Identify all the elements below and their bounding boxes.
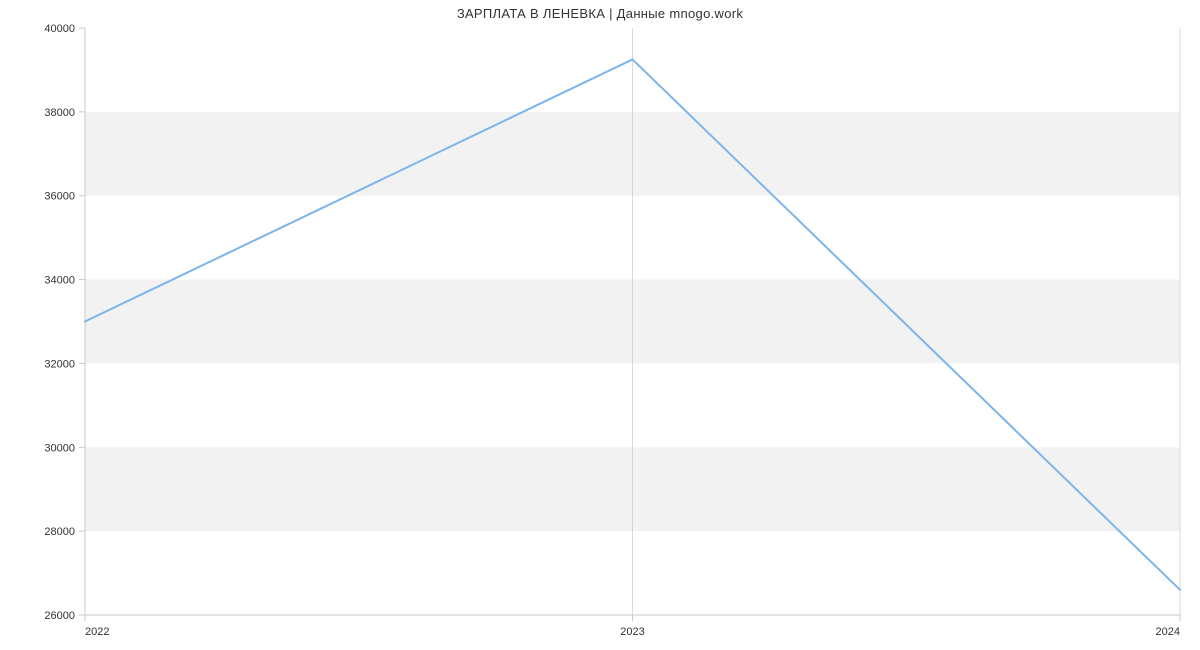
- y-tick-label: 26000: [44, 610, 75, 622]
- chart-title: ЗАРПЛАТА В ЛЕНЕВКА | Данные mnogo.work: [0, 6, 1200, 21]
- y-tick-label: 38000: [44, 107, 75, 119]
- y-tick-label: 36000: [44, 191, 75, 203]
- salary-line-chart: ЗАРПЛАТА В ЛЕНЕВКА | Данные mnogo.work 2…: [0, 0, 1200, 650]
- chart-svg: 26000 28000 30000 32000 34000 36000 38000 40000…: [0, 0, 1200, 650]
- y-tick-label: 34000: [44, 275, 75, 287]
- x-tick-label: 2023: [620, 626, 644, 638]
- x-tick-label: 2024: [1156, 626, 1180, 638]
- x-tick-label: 2022: [85, 626, 109, 638]
- y-tick-label: 40000: [44, 23, 75, 35]
- y-tick-label: 30000: [44, 442, 75, 454]
- y-tick-label: 32000: [44, 358, 75, 370]
- y-tick-label: 28000: [44, 526, 75, 538]
